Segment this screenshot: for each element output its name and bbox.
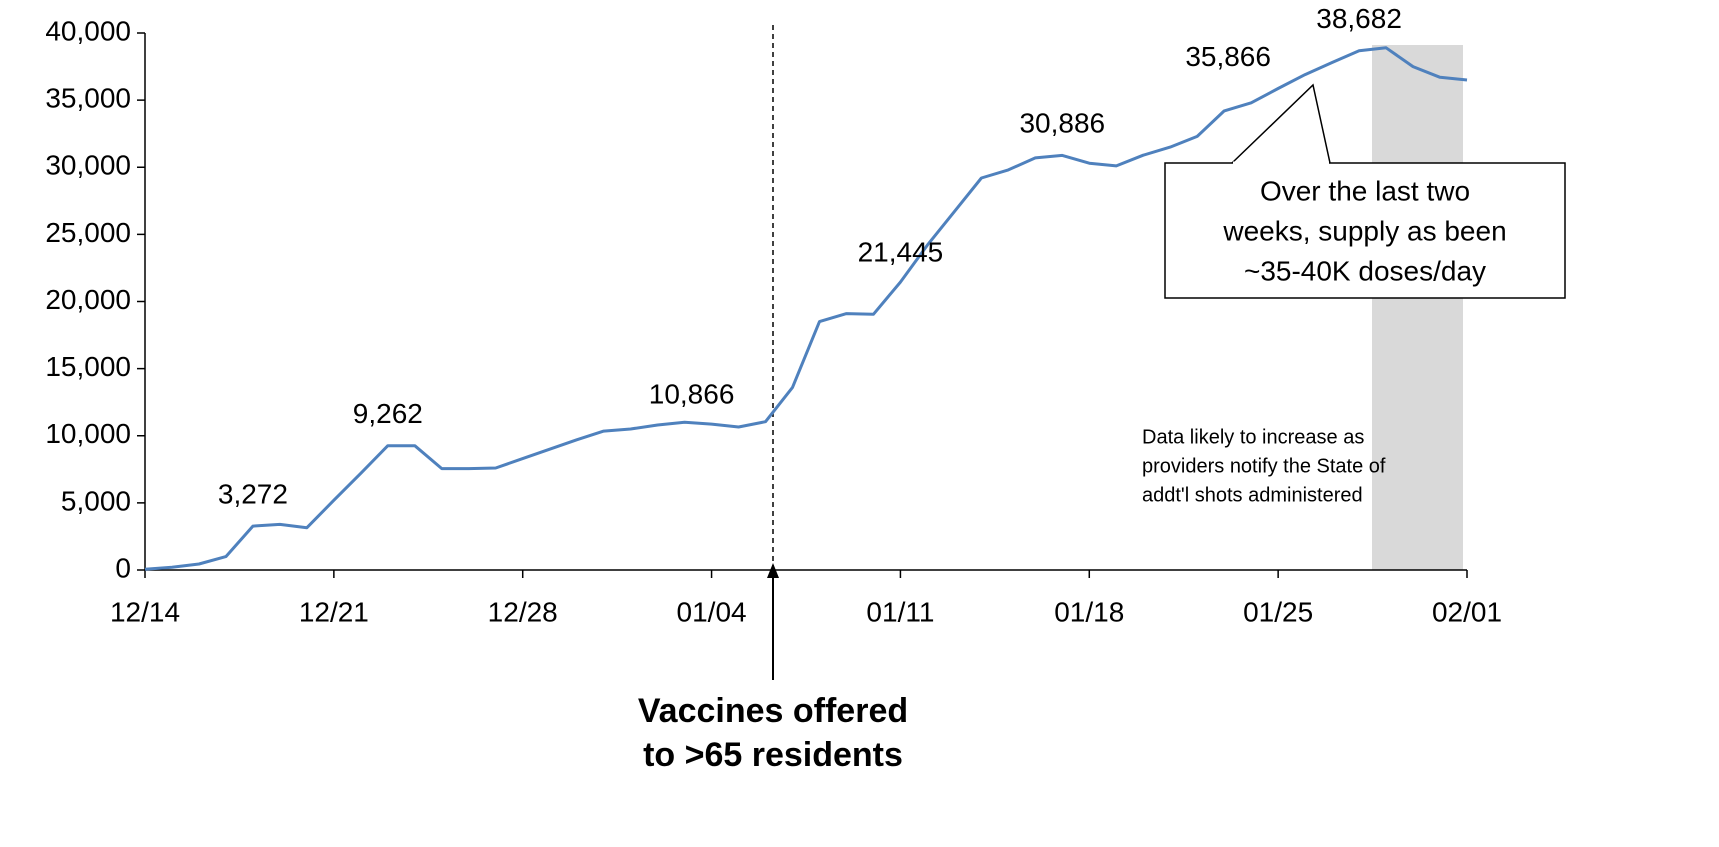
x-tick-label: 01/25: [1243, 596, 1313, 627]
x-tick-label: 01/18: [1054, 596, 1124, 627]
y-tick-label: 25,000: [45, 217, 131, 248]
x-tick-label: 01/11: [866, 596, 934, 627]
y-tick-label: 0: [115, 552, 131, 583]
y-tick-label: 10,000: [45, 418, 131, 449]
y-tick-label: 20,000: [45, 284, 131, 315]
value-label: 35,866: [1185, 41, 1271, 72]
x-tick-label: 12/21: [299, 596, 369, 627]
line: [144, 46, 1468, 571]
value-label: 21,445: [858, 236, 944, 267]
y-tick-label: 40,000: [45, 15, 131, 46]
value-label: 10,866: [649, 379, 735, 410]
callout-text: weeks, supply as been: [1222, 215, 1506, 246]
x-tick-label: 01/04: [677, 596, 747, 627]
x-tick-label: 12/14: [110, 596, 180, 627]
note-text: addt'l shots administered: [1142, 484, 1363, 506]
x-tick-label: 12/28: [488, 596, 558, 627]
y-tick-label: 15,000: [45, 351, 131, 382]
y-tick-label: 35,000: [45, 83, 131, 114]
callout-text: ~35-40K doses/day: [1244, 255, 1486, 286]
value-label: 30,886: [1019, 108, 1105, 139]
event-label: Vaccines offered: [638, 692, 908, 730]
note-text: providers notify the State of: [1142, 455, 1386, 477]
y-tick-label: 5,000: [61, 485, 131, 516]
x-tick-label: 02/01: [1432, 596, 1502, 627]
y-tick-label: 30,000: [45, 150, 131, 181]
highlight-band: [1372, 45, 1463, 570]
callout-text: Over the last two: [1260, 175, 1470, 206]
value-label: 9,262: [353, 398, 423, 429]
value-label: 38,682: [1316, 3, 1402, 34]
note-text: Data likely to increase as: [1142, 426, 1364, 448]
event-label: to >65 residents: [643, 736, 903, 774]
callout-shape: [1164, 83, 1566, 299]
value-label: 3,272: [218, 478, 288, 509]
